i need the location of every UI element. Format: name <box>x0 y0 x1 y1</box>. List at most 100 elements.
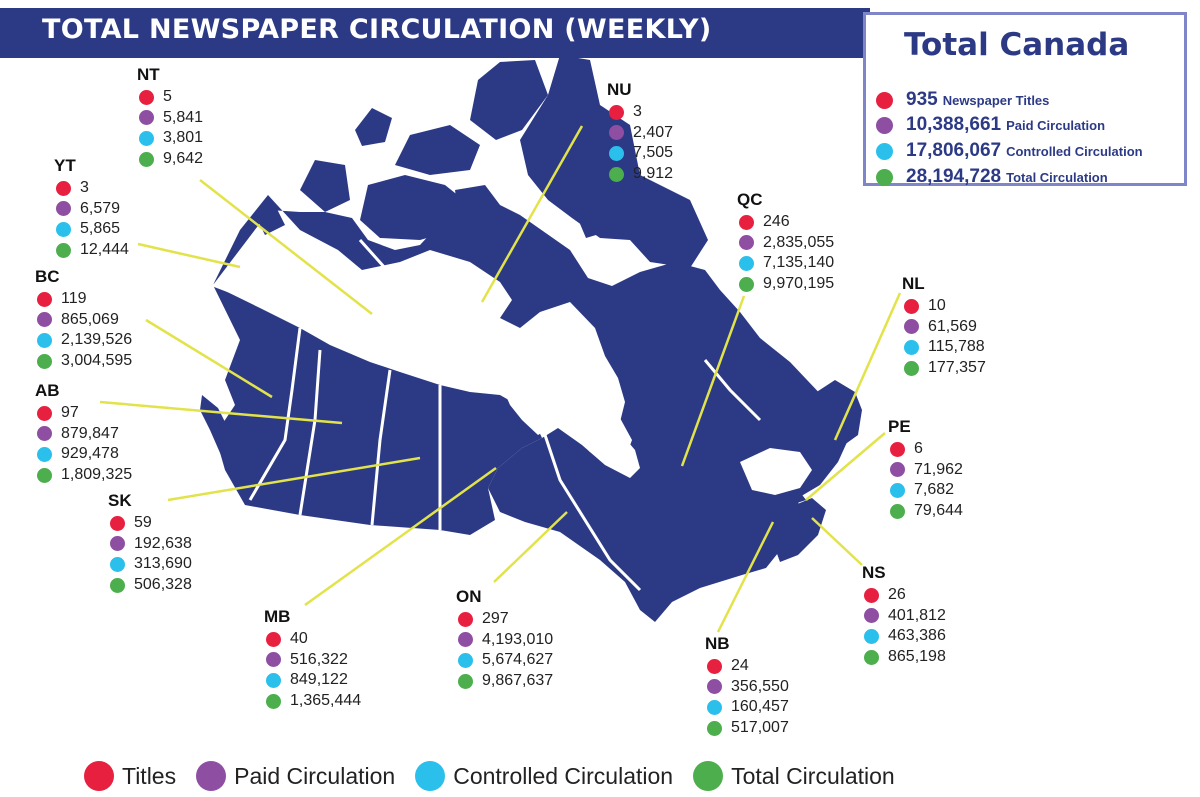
paid-value: 192,638 <box>134 534 192 552</box>
stat-paid: 2,407 <box>609 123 673 144</box>
stat-titles: 297 <box>458 609 553 630</box>
stat-controlled: 7,682 <box>890 480 963 501</box>
region-code: ON <box>456 587 482 606</box>
gulf-st-lawrence <box>740 448 812 495</box>
titles-value: 24 <box>731 657 749 675</box>
purple-dot-icon <box>904 319 919 335</box>
blue-dot-icon <box>904 339 919 355</box>
blue-dot-icon <box>139 130 154 146</box>
blue-dot-icon <box>890 482 905 498</box>
green-dot-icon <box>56 242 71 258</box>
arctic-island-ellesmere <box>470 60 548 140</box>
stat-controlled: 2,139,526 <box>37 330 132 351</box>
stat-total: 177,357 <box>904 358 986 379</box>
paid-value: 401,812 <box>888 606 946 624</box>
stat-paid: 6,579 <box>56 199 129 220</box>
region-bc: BC 119 865,069 2,139,526 3,004,595 <box>35 266 132 372</box>
stat-controlled: 5,674,627 <box>458 650 553 671</box>
leader-line-ab <box>99 400 343 425</box>
stat-titles: 119 <box>37 289 132 310</box>
region-code: NL <box>902 274 925 293</box>
paid-value: 61,569 <box>928 317 977 335</box>
stat-paid: 865,069 <box>37 310 132 331</box>
red-dot-icon <box>139 89 154 105</box>
red-dot-icon <box>84 761 114 791</box>
green-dot-icon <box>890 503 905 519</box>
total-row-paid: 10,388,661 Paid Circulation <box>876 113 1105 137</box>
stat-total: 3,004,595 <box>37 351 132 372</box>
red-dot-icon <box>904 298 919 314</box>
arctic-island-baffin <box>520 55 708 268</box>
green-dot-icon <box>707 720 722 736</box>
nova-scotia <box>772 498 826 562</box>
arctic-island-banks <box>300 160 350 212</box>
controlled-value: 7,682 <box>914 481 955 499</box>
titles-value: 40 <box>290 630 308 648</box>
red-dot-icon <box>266 631 281 647</box>
green-dot-icon <box>37 467 52 483</box>
purple-dot-icon <box>739 235 754 251</box>
paid-value: 865,069 <box>61 310 119 328</box>
titles-value: 10 <box>928 297 946 315</box>
controlled-value: 849,122 <box>290 671 348 689</box>
total-value: 1,809,325 <box>61 466 133 484</box>
stat-paid: 61,569 <box>904 317 986 338</box>
total-controlled-label: Controlled Circulation <box>1006 143 1143 159</box>
stat-titles: 6 <box>890 439 963 460</box>
stat-total: 9,867,637 <box>458 671 553 692</box>
leader-line-on <box>493 511 568 583</box>
stat-total: 865,198 <box>864 647 946 668</box>
header-bar <box>0 8 870 58</box>
stat-titles: 3 <box>56 178 129 199</box>
controlled-value: 5,865 <box>80 220 121 238</box>
legend-item-controlled: Controlled Circulation <box>415 761 673 791</box>
stat-paid: 516,322 <box>266 650 361 671</box>
controlled-value: 463,386 <box>888 627 946 645</box>
blue-dot-icon <box>266 672 281 688</box>
region-yt: YT 3 6,579 5,865 12,444 <box>54 155 129 260</box>
controlled-value: 115,788 <box>928 338 985 356</box>
stat-controlled: 7,505 <box>609 143 673 164</box>
stat-total: 79,644 <box>890 501 963 522</box>
purple-dot-icon <box>864 608 879 624</box>
region-nl: NL 10 61,569 115,788 177,357 <box>902 273 986 379</box>
region-ns: NS 26 401,812 463,386 865,198 <box>862 562 946 668</box>
green-dot-icon <box>693 761 724 791</box>
paid-value: 2,407 <box>633 123 674 141</box>
total-paid-value: 10,388,661 <box>906 114 1002 135</box>
blue-dot-icon <box>876 142 893 160</box>
page-title: TOTAL NEWSPAPER CIRCULATION (WEEKLY) <box>42 14 712 45</box>
paid-value: 516,322 <box>290 650 348 668</box>
stat-controlled: 160,457 <box>707 697 789 718</box>
total-canada-box: Total Canada 935 Newspaper Titles 10,388… <box>863 12 1187 187</box>
purple-dot-icon <box>890 462 905 478</box>
legend-label: Controlled Circulation <box>453 762 674 789</box>
region-on: ON 297 4,193,010 5,674,627 9,867,637 <box>456 586 553 692</box>
total-row-controlled: 17,806,067 Controlled Circulation <box>876 139 1143 163</box>
leader-line-nt <box>199 179 373 315</box>
legend-item-titles: Titles <box>84 761 176 791</box>
blue-dot-icon <box>739 255 754 271</box>
stat-paid: 71,962 <box>890 460 963 481</box>
stat-titles: 40 <box>266 629 361 650</box>
pei-island <box>780 492 806 506</box>
region-code: NS <box>862 563 886 582</box>
region-code: NT <box>137 65 160 84</box>
stat-controlled: 463,386 <box>864 626 946 647</box>
titles-value: 6 <box>914 440 923 458</box>
stat-controlled: 115,788 <box>904 337 986 358</box>
stat-paid: 5,841 <box>139 108 203 129</box>
region-sk: SK 59 192,638 313,690 506,328 <box>108 490 192 595</box>
stat-titles: 59 <box>110 513 192 534</box>
border-nt-nu <box>358 239 450 381</box>
stat-titles: 5 <box>139 87 203 108</box>
stat-controlled: 7,135,140 <box>739 253 834 274</box>
red-dot-icon <box>609 104 624 120</box>
titles-value: 3 <box>633 103 642 121</box>
leader-line-sk <box>167 456 421 502</box>
blue-dot-icon <box>609 145 624 161</box>
leader-line-yt <box>137 242 241 269</box>
controlled-value: 313,690 <box>134 555 192 573</box>
controlled-value: 3,801 <box>163 129 204 147</box>
